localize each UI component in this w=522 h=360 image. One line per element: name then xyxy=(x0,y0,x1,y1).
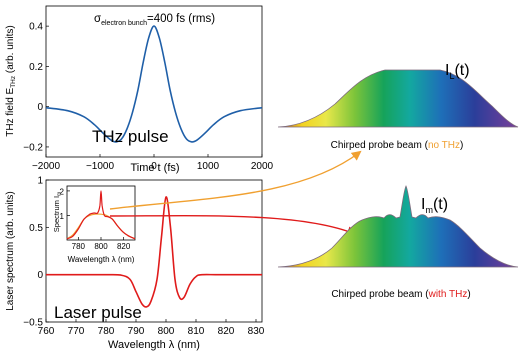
inset-spectrum-chart: 780 800 820 1 2 Wavelength λ (nm) Spectrum I… xyxy=(52,185,136,264)
thz-xlabel: Time t (fs) xyxy=(130,162,179,174)
probe-caption-no-thz: Chirped probe beam (no THz) xyxy=(331,140,464,151)
x-tick-label: 760 xyxy=(38,326,55,337)
probe-spectrum-shape-no-thz xyxy=(277,69,519,128)
y-tick-label: 0 xyxy=(37,102,43,113)
laser-ylabel: Laser spectrum (arb. units) xyxy=(5,191,16,311)
y-tick-label: 0.2 xyxy=(29,62,43,73)
inset-axis-ticks: 780 800 820 1 2 xyxy=(60,187,131,251)
y-tick-label: 0.5 xyxy=(29,223,43,234)
inset-ylabel: Spectrum Im xyxy=(52,192,63,232)
thz-plot-frame xyxy=(45,5,263,158)
thz-pulse-label: THz pulse xyxy=(92,127,169,146)
x-tick-label: 790 xyxy=(128,326,145,337)
y-tick-label: 0.4 xyxy=(29,22,43,33)
laser-axis-ticks: 760 770 780 790 800 810 820 830 −0.5 0 0.5 1 xyxy=(23,176,265,338)
intensity-label-with-thz: Im(t) xyxy=(421,196,448,215)
inset-xlabel: Wavelength λ (nm) xyxy=(68,255,135,264)
thz-field-curve xyxy=(45,25,263,143)
y-tick-label: 2 xyxy=(60,187,65,196)
laser-pulse-label: Laser pulse xyxy=(54,303,142,322)
y-tick-label: −0.5 xyxy=(23,318,43,329)
thz-pulse-chart: −2000 −1000 0 1000 2000 −0.2 0 0.2 0.4 σelectron… xyxy=(5,5,274,174)
x-tick-label: 1000 xyxy=(197,161,220,172)
y-tick-label: 1 xyxy=(60,212,65,221)
x-tick-label: −1000 xyxy=(86,161,115,172)
probe-spectrum-shape-with-thz xyxy=(277,185,519,268)
arrow-with-thz xyxy=(109,215,357,236)
x-tick-label: 770 xyxy=(68,326,85,337)
x-tick-label: −2000 xyxy=(32,161,61,172)
x-tick-label: 800 xyxy=(158,326,175,337)
y-tick-label: −0.2 xyxy=(23,142,43,153)
x-tick-label: 820 xyxy=(117,242,131,251)
probe-beam-with-thz: Im(t) Chirped probe beam (with THz) xyxy=(277,185,519,300)
thz-ylabel: THz field ETHz (arb. units) xyxy=(5,25,17,136)
x-tick-label: 810 xyxy=(188,326,205,337)
probe-caption-with-thz: Chirped probe beam (with THz) xyxy=(331,289,470,300)
y-tick-label: 1 xyxy=(37,176,43,187)
laser-spectrum-chart: 760 770 780 790 800 810 820 830 −0.5 0 0.5 1 Laser … xyxy=(5,176,265,352)
probe-beam-no-thz: IL(t) Chirped probe beam (no THz) xyxy=(277,62,519,151)
intensity-label-no-thz: IL(t) xyxy=(445,62,470,81)
y-tick-label: 0 xyxy=(37,270,43,281)
laser-xlabel: Wavelength λ (nm) xyxy=(108,339,200,351)
laser-spectrum-curve xyxy=(46,196,262,308)
inset-with-thz-curve xyxy=(66,190,136,240)
x-tick-label: 0 xyxy=(151,161,157,172)
arrow-no-thz xyxy=(109,150,362,210)
x-tick-label: 800 xyxy=(94,242,108,251)
x-tick-label: 780 xyxy=(98,326,115,337)
x-tick-label: 780 xyxy=(72,242,86,251)
x-tick-label: 820 xyxy=(218,326,235,337)
x-tick-label: 2000 xyxy=(251,161,274,172)
thz-axis-ticks: −2000 −1000 0 1000 2000 −0.2 0 0.2 0.4 xyxy=(23,22,273,172)
electron-bunch-annotation: σelectron bunch=400 fs (rms) xyxy=(94,13,215,27)
x-tick-label: 830 xyxy=(248,326,265,337)
